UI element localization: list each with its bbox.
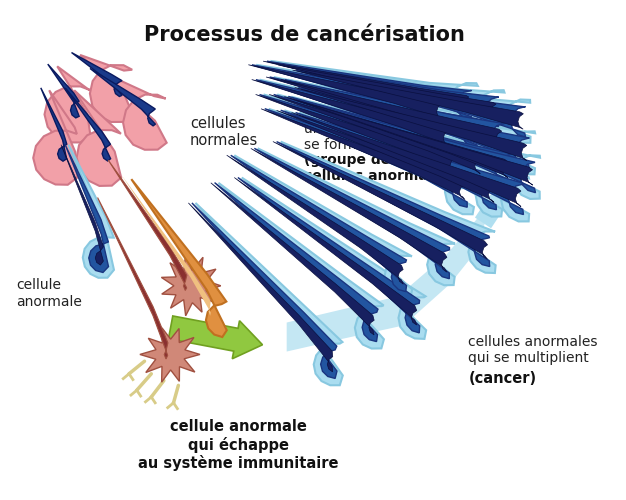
Polygon shape (252, 80, 449, 146)
Polygon shape (61, 144, 103, 265)
Polygon shape (256, 80, 451, 154)
Polygon shape (162, 256, 221, 316)
Polygon shape (65, 88, 111, 161)
Polygon shape (269, 94, 481, 174)
Polygon shape (234, 178, 417, 325)
Polygon shape (287, 202, 490, 352)
Polygon shape (249, 64, 442, 120)
Polygon shape (195, 203, 343, 386)
Polygon shape (131, 179, 227, 337)
FancyArrow shape (475, 191, 506, 228)
Polygon shape (265, 108, 468, 207)
Polygon shape (288, 80, 510, 160)
Polygon shape (291, 96, 515, 192)
Polygon shape (277, 142, 490, 266)
Polygon shape (277, 110, 494, 202)
Polygon shape (285, 80, 505, 154)
Polygon shape (292, 70, 523, 129)
Polygon shape (266, 77, 475, 142)
Polygon shape (267, 61, 471, 120)
Polygon shape (273, 142, 488, 259)
Polygon shape (295, 112, 523, 214)
Polygon shape (260, 80, 458, 160)
Polygon shape (303, 88, 535, 174)
Polygon shape (188, 203, 333, 372)
Polygon shape (211, 183, 374, 335)
Polygon shape (108, 160, 187, 290)
Polygon shape (140, 328, 200, 382)
Polygon shape (263, 61, 469, 112)
Polygon shape (258, 148, 455, 285)
Text: cellule anormale
qui échappe
au système immunitaire: cellule anormale qui échappe au système … (138, 420, 339, 472)
Polygon shape (234, 156, 412, 298)
Polygon shape (252, 65, 444, 126)
Polygon shape (255, 94, 456, 174)
Text: cellules
normales: cellules normales (190, 116, 258, 148)
Polygon shape (44, 66, 91, 142)
Polygon shape (295, 88, 527, 160)
Polygon shape (74, 90, 121, 186)
Polygon shape (299, 88, 530, 168)
Polygon shape (288, 96, 510, 184)
Text: Processus de cancérisation: Processus de cancérisation (143, 26, 464, 46)
Text: (groupe de
cellules anormales): (groupe de cellules anormales) (304, 152, 457, 183)
Polygon shape (284, 96, 508, 178)
Polygon shape (98, 198, 168, 359)
Polygon shape (71, 52, 122, 96)
Text: cellule
anormale: cellule anormale (16, 278, 82, 308)
Polygon shape (270, 77, 478, 149)
Polygon shape (99, 71, 167, 150)
Polygon shape (80, 55, 133, 122)
Polygon shape (296, 70, 526, 137)
Polygon shape (305, 100, 540, 199)
Polygon shape (238, 178, 419, 333)
Polygon shape (218, 183, 384, 348)
Polygon shape (192, 203, 337, 378)
Polygon shape (231, 156, 406, 292)
Polygon shape (256, 65, 451, 134)
Polygon shape (68, 144, 114, 278)
Polygon shape (270, 61, 478, 126)
Polygon shape (264, 94, 464, 188)
Polygon shape (269, 109, 474, 214)
Text: une tumeur
se forme: une tumeur se forme (304, 122, 385, 152)
Polygon shape (274, 94, 483, 182)
Polygon shape (300, 70, 530, 143)
Polygon shape (33, 90, 78, 185)
Polygon shape (48, 64, 79, 118)
Polygon shape (227, 155, 403, 284)
Polygon shape (302, 101, 535, 192)
Polygon shape (280, 110, 497, 210)
Polygon shape (261, 109, 465, 200)
Text: cellules anormales
qui se multiplient: cellules anormales qui se multiplient (468, 334, 598, 364)
Polygon shape (299, 112, 529, 222)
Polygon shape (298, 101, 533, 185)
Polygon shape (281, 80, 501, 146)
Polygon shape (292, 112, 521, 206)
Polygon shape (278, 65, 496, 120)
Polygon shape (242, 178, 426, 339)
Polygon shape (215, 182, 378, 342)
Polygon shape (282, 65, 499, 126)
Polygon shape (121, 174, 211, 316)
Polygon shape (284, 110, 502, 216)
Polygon shape (280, 142, 496, 273)
Polygon shape (41, 88, 67, 161)
Polygon shape (274, 77, 483, 155)
Polygon shape (285, 64, 505, 134)
Polygon shape (65, 144, 108, 272)
Polygon shape (251, 148, 447, 272)
Polygon shape (260, 94, 458, 182)
Polygon shape (254, 148, 449, 278)
FancyArrow shape (168, 316, 262, 358)
Polygon shape (90, 68, 155, 126)
Text: (cancer): (cancer) (468, 371, 536, 386)
Polygon shape (277, 94, 489, 188)
